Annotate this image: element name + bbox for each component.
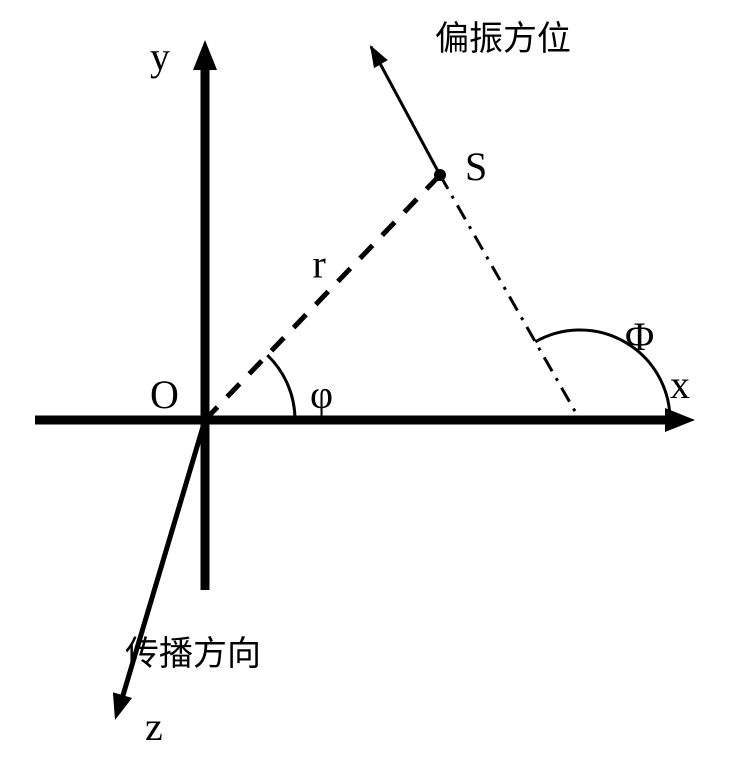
origin-label: O: [150, 372, 179, 417]
y-axis-label: y: [150, 34, 170, 79]
r-label: r: [313, 242, 326, 287]
arrow-head: [193, 40, 217, 70]
dashdot-line: [440, 175, 580, 420]
phi-label: φ: [310, 372, 333, 417]
polarization-line: [371, 47, 440, 175]
point-s-label: S: [465, 144, 487, 189]
x-axis-label: x: [670, 362, 690, 407]
arrow-head: [113, 692, 132, 720]
propagation-label: 传播方向: [125, 635, 261, 673]
phi-arc: [267, 355, 295, 420]
arrow-head: [370, 45, 388, 68]
z-axis-label: z: [145, 704, 163, 749]
big-phi-label: Φ: [625, 314, 654, 359]
polarization-label: 偏振方位: [435, 20, 571, 58]
